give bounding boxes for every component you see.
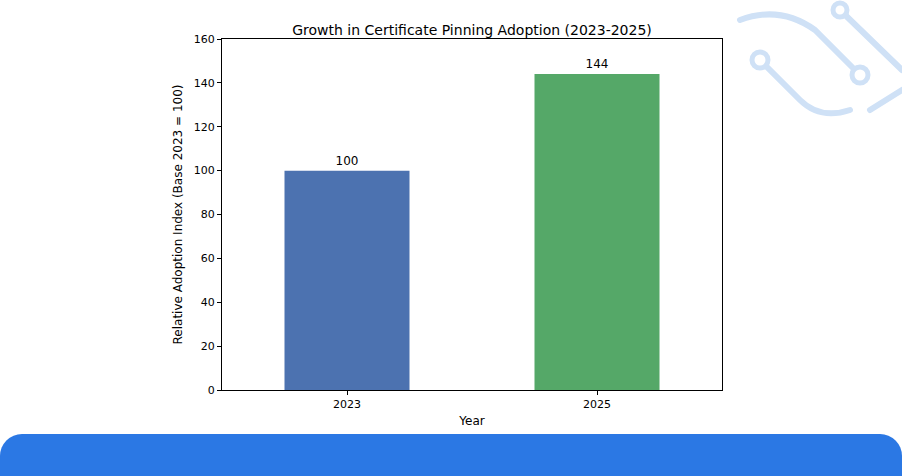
svg-text:120: 120 (194, 121, 215, 134)
svg-text:160: 160 (194, 33, 215, 46)
svg-text:100: 100 (336, 154, 359, 168)
svg-text:140: 140 (194, 77, 215, 90)
svg-text:80: 80 (201, 208, 215, 221)
svg-text:2023: 2023 (333, 398, 361, 411)
svg-text:60: 60 (201, 252, 215, 265)
svg-text:144: 144 (586, 57, 609, 71)
svg-text:40: 40 (201, 296, 215, 309)
svg-text:0: 0 (208, 384, 215, 397)
svg-text:Year: Year (458, 414, 484, 428)
svg-text:Relative Adoption Index (Base: Relative Adoption Index (Base 2023 = 100… (171, 85, 185, 345)
svg-text:20: 20 (201, 340, 215, 353)
svg-text:Growth in Certificate Pinning: Growth in Certificate Pinning Adoption (… (292, 22, 652, 38)
svg-text:2025: 2025 (583, 398, 611, 411)
svg-text:100: 100 (194, 164, 215, 177)
